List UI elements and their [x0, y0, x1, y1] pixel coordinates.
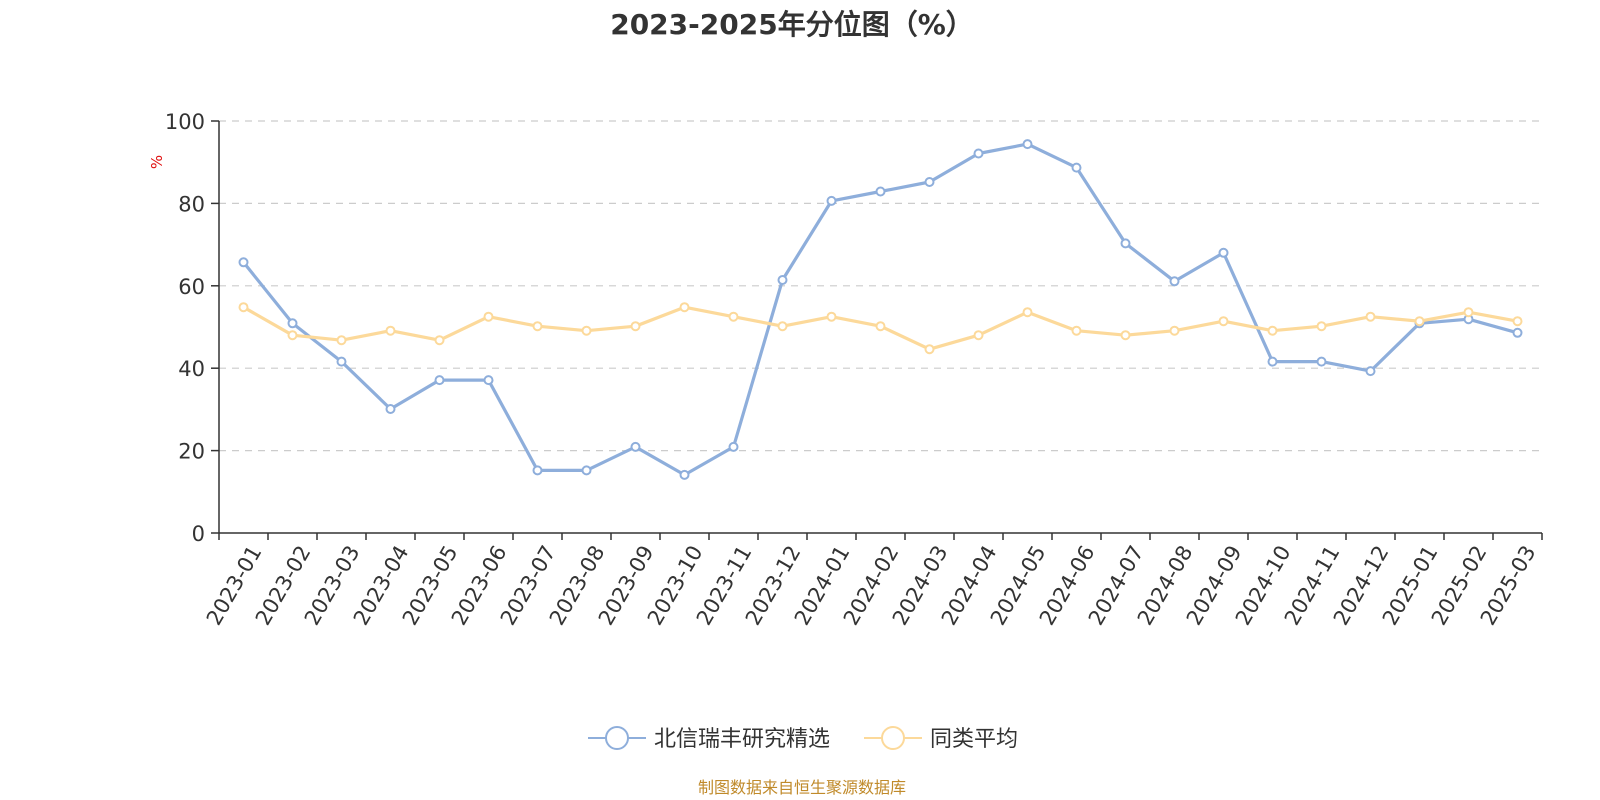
data-point[interactable] — [434, 375, 445, 386]
data-point[interactable] — [924, 344, 935, 355]
chart-title: 2023-2025年分位图（%） — [610, 8, 974, 41]
data-point[interactable] — [1414, 316, 1425, 327]
data-point[interactable] — [336, 335, 347, 346]
data-point[interactable] — [1218, 247, 1229, 258]
data-point[interactable] — [1022, 139, 1033, 150]
data-point[interactable] — [1169, 325, 1180, 336]
data-point[interactable] — [826, 195, 837, 206]
data-point[interactable] — [973, 148, 984, 159]
data-point[interactable] — [434, 335, 445, 346]
data-point[interactable] — [385, 404, 396, 414]
series-lines — [238, 139, 1523, 480]
data-point[interactable] — [238, 257, 249, 268]
y-tick-label: 80 — [178, 192, 205, 216]
data-point[interactable] — [532, 465, 543, 476]
data-point[interactable] — [581, 325, 592, 336]
data-point[interactable] — [1267, 356, 1278, 367]
data-point[interactable] — [728, 311, 739, 322]
data-point[interactable] — [1218, 316, 1229, 327]
data-point[interactable] — [1071, 325, 1082, 336]
data-point[interactable] — [336, 356, 347, 367]
data-point[interactable] — [924, 177, 935, 187]
data-point[interactable] — [483, 375, 494, 386]
legend-label-series-1: 同类平均 — [930, 727, 1018, 752]
data-point[interactable] — [1365, 366, 1376, 377]
data-point[interactable] — [973, 330, 984, 341]
grid-lines — [219, 120, 1542, 452]
data-point[interactable] — [238, 302, 249, 313]
data-point[interactable] — [287, 318, 298, 329]
x-tick-labels: 2023-012023-022023-032023-042023-052023-… — [202, 541, 1541, 629]
axes — [218, 121, 1543, 540]
data-point[interactable] — [1120, 238, 1131, 249]
y-tick-label: 100 — [165, 110, 205, 134]
data-point[interactable] — [630, 441, 641, 452]
y-axis-unit: % — [148, 155, 166, 169]
data-point[interactable] — [875, 321, 886, 332]
data-point[interactable] — [385, 325, 396, 336]
y-tick-labels: 0 20 40 60 80 100 — [165, 110, 219, 546]
data-point[interactable] — [728, 441, 739, 452]
source-note: 制图数据来自恒生聚源数据库 — [698, 778, 906, 797]
data-point[interactable] — [532, 321, 543, 332]
data-point[interactable] — [679, 469, 690, 480]
legend: 北信瑞丰研究精选 同类平均 — [588, 726, 1018, 752]
legend-label-series-0: 北信瑞丰研究精选 — [654, 727, 830, 752]
data-point[interactable] — [483, 311, 494, 322]
y-tick-label: 60 — [178, 275, 205, 299]
data-point[interactable] — [777, 275, 788, 285]
data-point[interactable] — [1267, 325, 1278, 336]
series-0 — [238, 139, 1523, 480]
series-1 — [238, 302, 1523, 355]
y-tick-label: 0 — [192, 522, 205, 546]
data-point[interactable] — [777, 321, 788, 332]
data-point[interactable] — [581, 465, 592, 476]
data-point[interactable] — [1120, 330, 1131, 341]
data-point[interactable] — [1316, 356, 1327, 367]
data-point[interactable] — [1169, 276, 1180, 287]
legend-item-series-1[interactable]: 同类平均 — [864, 726, 1018, 752]
y-tick-label: 40 — [178, 357, 205, 381]
data-point[interactable] — [1512, 316, 1523, 327]
data-point[interactable] — [826, 311, 837, 322]
data-point[interactable] — [1071, 162, 1082, 173]
data-point[interactable] — [1512, 327, 1523, 338]
data-point[interactable] — [875, 186, 886, 197]
data-point[interactable] — [287, 330, 298, 341]
data-point[interactable] — [1463, 307, 1474, 318]
data-point[interactable] — [1316, 321, 1327, 332]
y-tick-label: 20 — [178, 440, 205, 464]
data-point[interactable] — [1022, 307, 1033, 318]
legend-item-series-0[interactable]: 北信瑞丰研究精选 — [588, 726, 830, 752]
data-point[interactable] — [679, 302, 690, 313]
data-point[interactable] — [630, 321, 641, 332]
data-point[interactable] — [1365, 311, 1376, 322]
